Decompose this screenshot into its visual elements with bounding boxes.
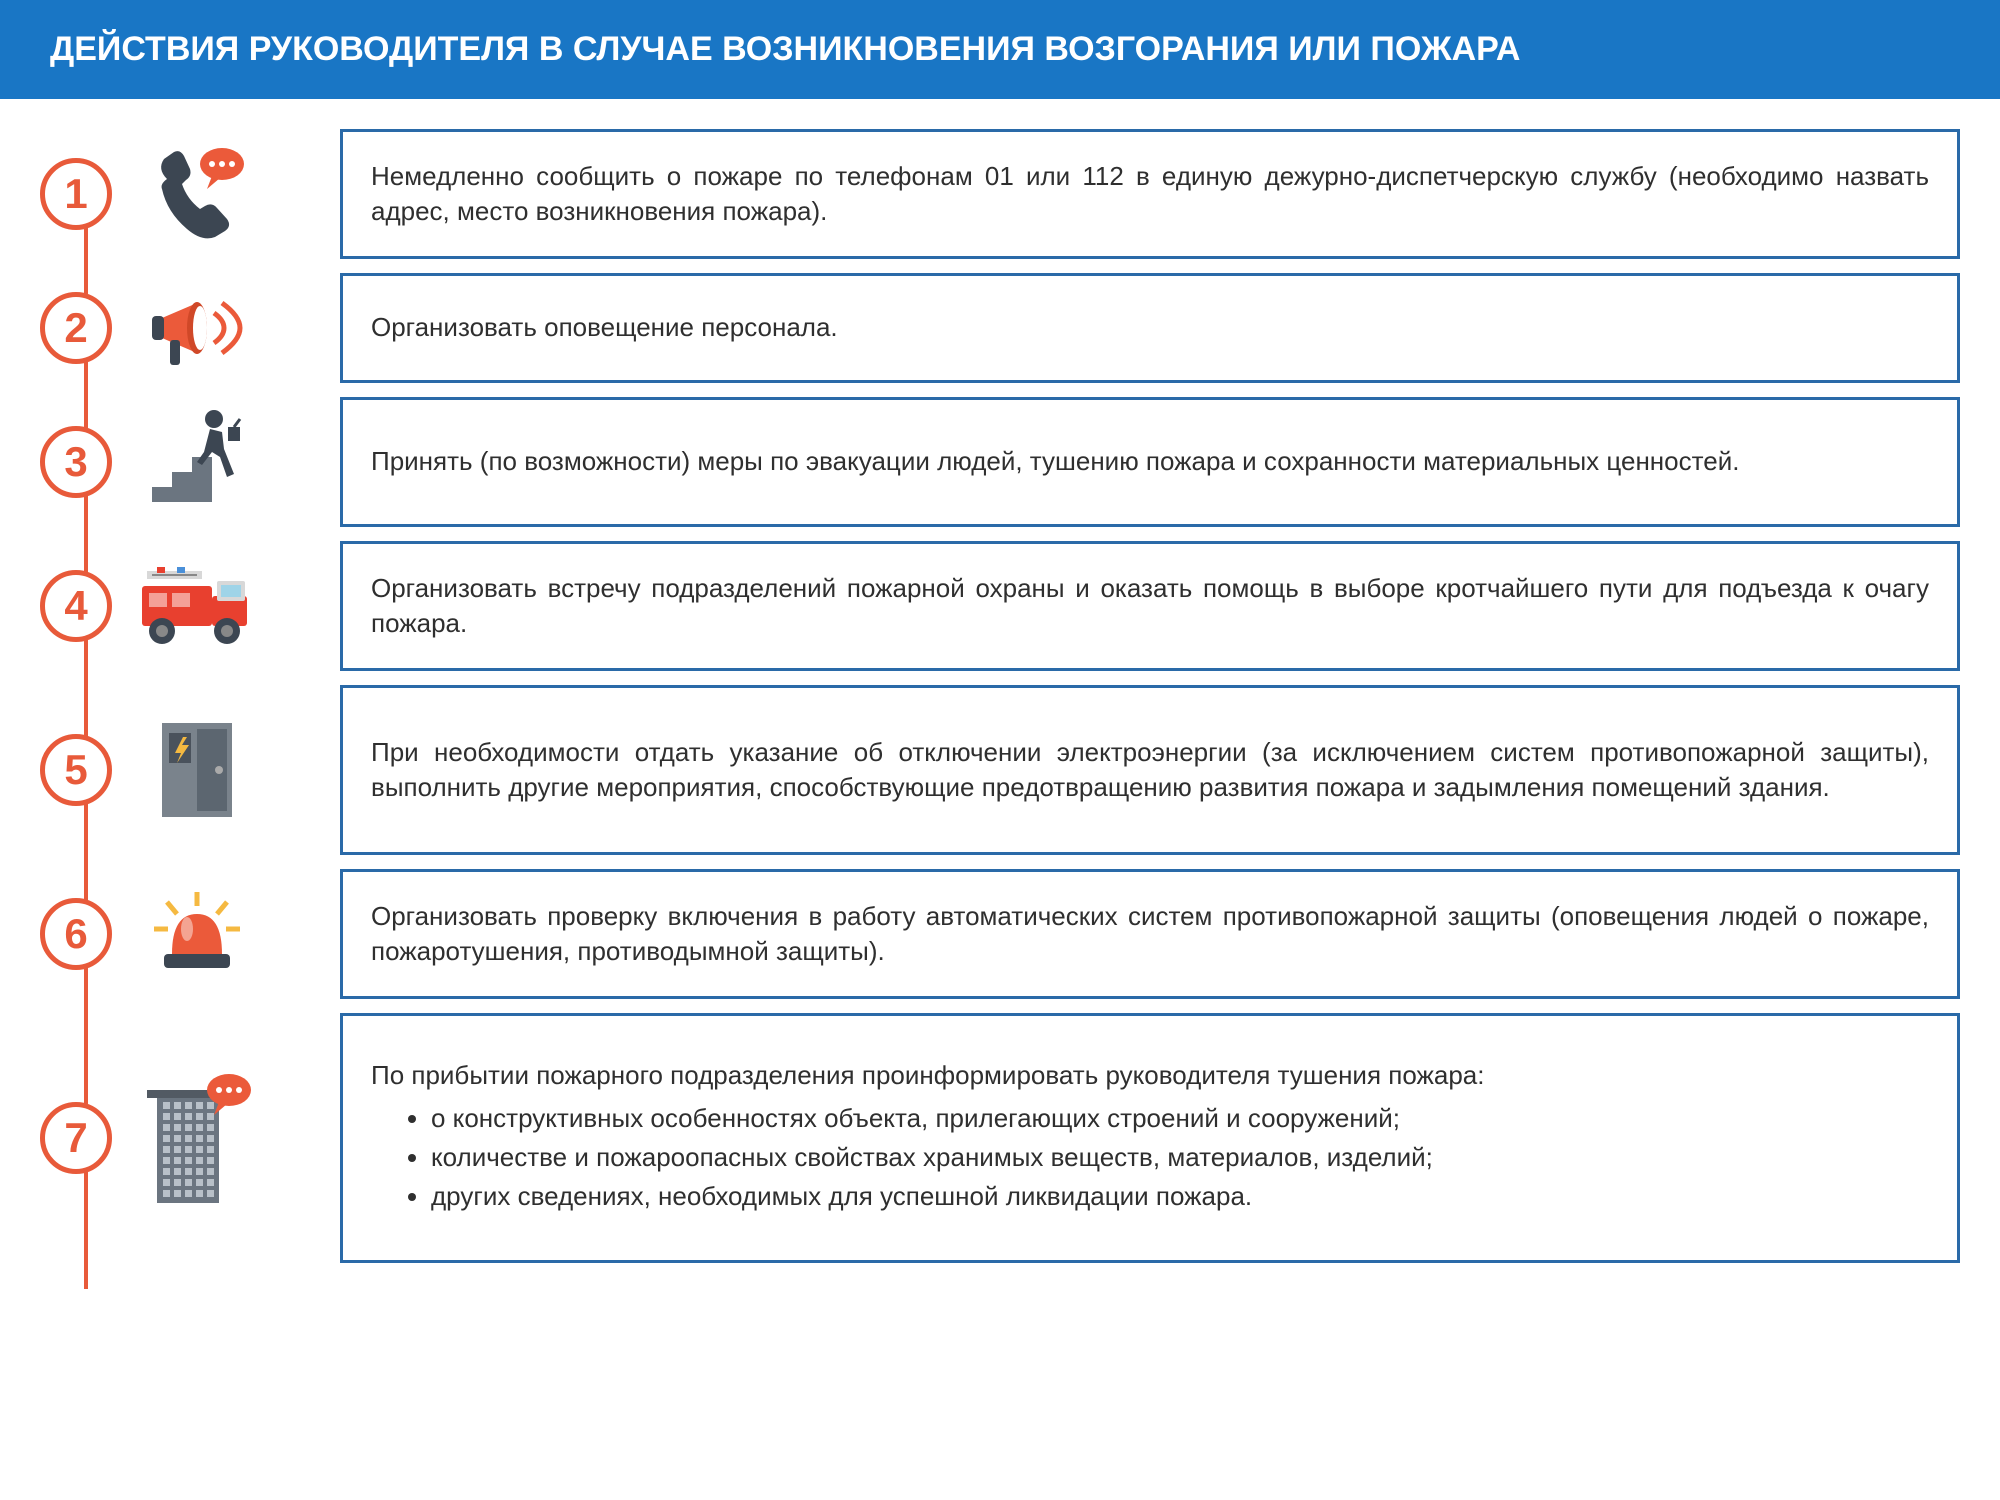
step-text: При необходимости отдать указание об отк…	[371, 735, 1929, 805]
right-column: Немедленно сообщить о пожаре по телефона…	[340, 129, 1960, 1263]
step-left-4: 4	[40, 541, 340, 671]
step-left-7: 7	[40, 1013, 340, 1263]
step-left-5: 5	[40, 685, 340, 855]
step-text: Организовать встречу подразделений пожар…	[371, 571, 1929, 641]
step-number-circle: 5	[40, 734, 112, 806]
step-text: Организовать оповещение персонала.	[371, 310, 1929, 345]
step-text-box-7: По прибытии пожарного подразделения прои…	[340, 1013, 1960, 1263]
megaphone-icon	[137, 273, 257, 383]
step-text: Принять (по возможности) меры по эвакуац…	[371, 444, 1929, 479]
electrical-panel-icon	[137, 715, 257, 825]
phone-call-icon	[137, 139, 257, 249]
step-number-circle: 2	[40, 292, 112, 364]
content-area: 1 2 3	[0, 99, 2000, 1283]
step-number-circle: 7	[40, 1102, 112, 1174]
step-text-box-4: Организовать встречу подразделений пожар…	[340, 541, 1960, 671]
fire-truck-icon	[137, 551, 257, 661]
step-left-3: 3	[40, 397, 340, 527]
left-column: 1 2 3	[40, 129, 340, 1263]
step-bullet: количестве и пожароопасных свойствах хра…	[431, 1140, 1929, 1175]
step-text-box-3: Принять (по возможности) меры по эвакуац…	[340, 397, 1960, 527]
step-number-circle: 1	[40, 158, 112, 230]
header-title: ДЕЙСТВИЯ РУКОВОДИТЕЛЯ В СЛУЧАЕ ВОЗНИКНОВ…	[50, 30, 1520, 68]
stairs-evacuation-icon	[137, 407, 257, 517]
step-text: Организовать проверку включения в работу…	[371, 899, 1929, 969]
step-left-2: 2	[40, 273, 340, 383]
step-text-box-1: Немедленно сообщить о пожаре по телефона…	[340, 129, 1960, 259]
building-info-icon	[137, 1083, 257, 1193]
step-text: Немедленно сообщить о пожаре по телефона…	[371, 159, 1929, 229]
step-bullet: о конструктивных особенностях объекта, п…	[431, 1101, 1929, 1136]
step-left-1: 1	[40, 129, 340, 259]
step-text-box-6: Организовать проверку включения в работу…	[340, 869, 1960, 999]
step-text-box-5: При необходимости отдать указание об отк…	[340, 685, 1960, 855]
step-bullet: других сведениях, необходимых для успешн…	[431, 1179, 1929, 1214]
alarm-light-icon	[137, 879, 257, 989]
step-left-6: 6	[40, 869, 340, 999]
step-number-circle: 4	[40, 570, 112, 642]
step-text-box-2: Организовать оповещение персонала.	[340, 273, 1960, 383]
step-number-circle: 3	[40, 426, 112, 498]
step-bullet-list: о конструктивных особенностях объекта, п…	[371, 1101, 1929, 1214]
step-intro-text: По прибытии пожарного подразделения прои…	[371, 1058, 1929, 1093]
step-number-circle: 6	[40, 898, 112, 970]
page-header: ДЕЙСТВИЯ РУКОВОДИТЕЛЯ В СЛУЧАЕ ВОЗНИКНОВ…	[0, 0, 2000, 99]
